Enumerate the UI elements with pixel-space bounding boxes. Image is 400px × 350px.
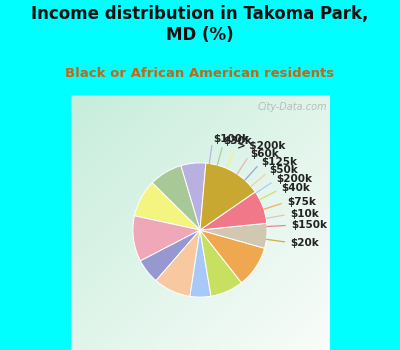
Wedge shape xyxy=(140,230,200,281)
Text: Income distribution in Takoma Park,
MD (%): Income distribution in Takoma Park, MD (… xyxy=(31,5,369,44)
Text: $40k: $40k xyxy=(282,183,310,194)
Text: $30k: $30k xyxy=(224,136,252,147)
Wedge shape xyxy=(181,163,206,230)
Text: $60k: $60k xyxy=(250,149,279,159)
Wedge shape xyxy=(134,183,200,230)
Wedge shape xyxy=(133,216,200,261)
Text: $20k: $20k xyxy=(291,238,320,248)
Wedge shape xyxy=(156,230,200,296)
Text: $10k: $10k xyxy=(290,209,319,219)
Text: $75k: $75k xyxy=(287,197,316,207)
Text: $125k: $125k xyxy=(261,157,297,167)
Text: Black or African American residents: Black or African American residents xyxy=(66,66,334,80)
Wedge shape xyxy=(200,230,264,283)
Text: $100k: $100k xyxy=(213,134,249,144)
Wedge shape xyxy=(200,223,267,248)
Text: $50k: $50k xyxy=(270,166,298,175)
Text: City-Data.com: City-Data.com xyxy=(258,102,327,112)
Text: $200k: $200k xyxy=(276,174,312,184)
Text: > $200k: > $200k xyxy=(236,141,285,151)
Text: $150k: $150k xyxy=(292,220,328,230)
Wedge shape xyxy=(190,230,211,297)
Wedge shape xyxy=(152,166,200,230)
Wedge shape xyxy=(200,230,242,296)
Wedge shape xyxy=(200,163,255,230)
Wedge shape xyxy=(200,192,267,230)
